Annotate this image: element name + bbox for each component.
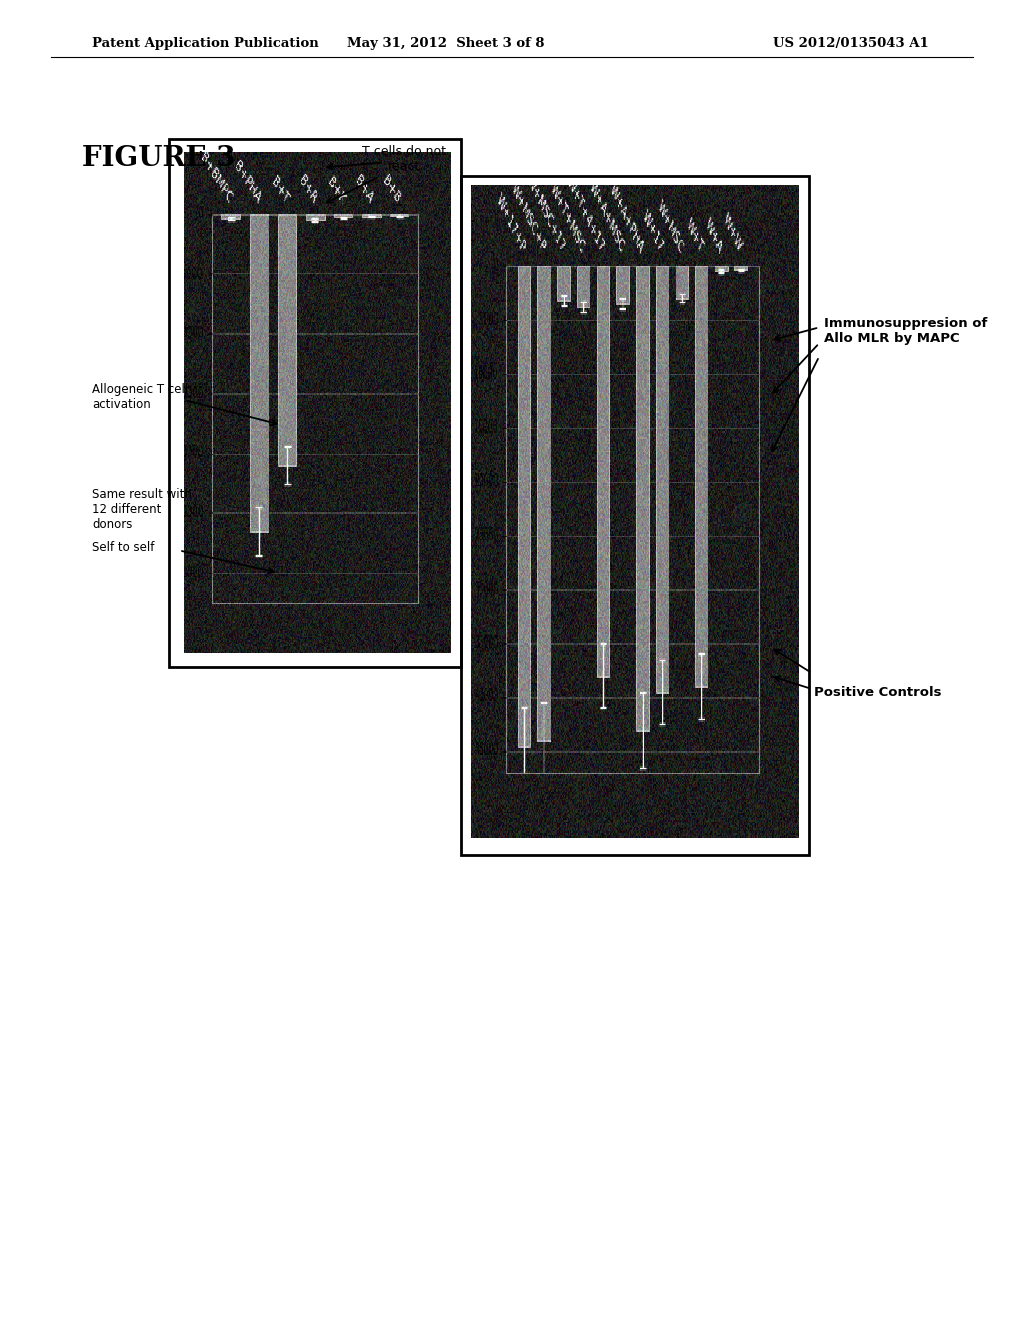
Text: Self to self: Self to self — [92, 541, 155, 554]
Text: Same result with
12 different
donors: Same result with 12 different donors — [92, 488, 193, 532]
Text: US 2012/0135043 A1: US 2012/0135043 A1 — [773, 37, 929, 50]
Text: Allogeneic T cell
activation: Allogeneic T cell activation — [92, 383, 188, 411]
Text: May 31, 2012  Sheet 3 of 8: May 31, 2012 Sheet 3 of 8 — [347, 37, 544, 50]
Text: FIGURE 3: FIGURE 3 — [82, 145, 236, 172]
Text: Immunosuppresion of
Allo MLR by MAPC: Immunosuppresion of Allo MLR by MAPC — [824, 317, 988, 345]
Text: Positive Controls: Positive Controls — [814, 686, 942, 700]
Text: Patent Application Publication: Patent Application Publication — [92, 37, 318, 50]
Text: T cells do not
react: T cells do not react — [362, 145, 446, 173]
